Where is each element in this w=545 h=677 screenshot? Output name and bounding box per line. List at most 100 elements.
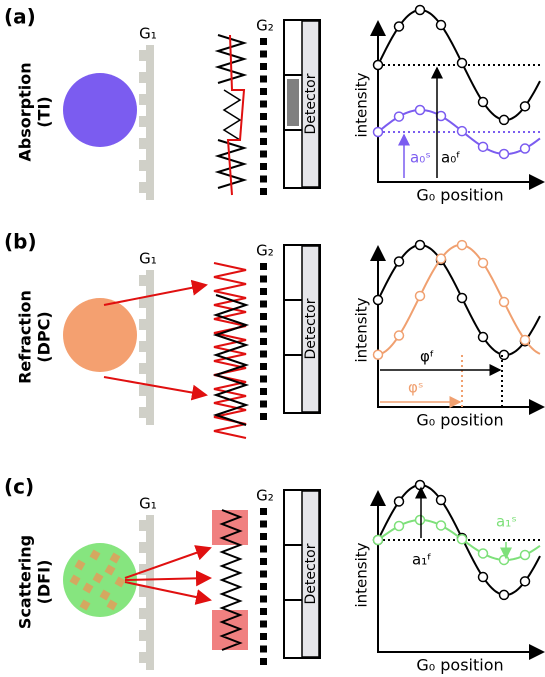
g2-bar <box>260 646 267 653</box>
data-point <box>500 555 509 564</box>
g1-tooth <box>139 319 147 330</box>
g2-bar <box>260 313 267 320</box>
spread <box>212 610 248 650</box>
data-point <box>500 590 509 599</box>
fringe <box>224 90 240 140</box>
g2-label: G₂ <box>256 242 274 260</box>
data-point <box>374 61 383 70</box>
annotation: a₀ˢ <box>410 149 431 167</box>
g1-grating <box>146 270 154 425</box>
g2-bar <box>260 413 267 420</box>
data-point <box>437 254 446 263</box>
g1-grating <box>146 515 154 670</box>
data-point <box>500 149 509 158</box>
ray <box>125 548 210 578</box>
annotation: a₁ᶠ <box>412 551 432 569</box>
data-point <box>395 497 404 506</box>
g2-bar <box>260 608 267 615</box>
g2-bar <box>260 351 267 358</box>
g2-bar <box>260 508 267 515</box>
g2-bar <box>260 401 267 408</box>
x-axis-label: G₀ position <box>416 656 503 675</box>
g2-bar <box>260 126 267 133</box>
data-point <box>437 521 446 530</box>
data-point <box>479 333 488 342</box>
data-point <box>416 516 425 525</box>
contrast-acronym: (TI) <box>35 96 54 128</box>
g2-bar <box>260 571 267 578</box>
panel-label: (c) <box>4 475 34 499</box>
detector-label: Detector <box>303 543 319 604</box>
data-point <box>395 521 404 530</box>
data-point <box>395 257 404 266</box>
g1-tooth <box>139 630 147 641</box>
data-point <box>521 551 530 560</box>
g1-tooth <box>139 363 147 374</box>
g2-bar <box>260 38 267 45</box>
data-point <box>395 112 404 121</box>
g2-bar <box>260 558 267 565</box>
g1-tooth <box>139 138 147 149</box>
data-point <box>395 331 404 340</box>
g2-bar <box>260 338 267 345</box>
data-point <box>521 577 530 586</box>
g2-bar <box>260 288 267 295</box>
g1-tooth <box>139 608 147 619</box>
data-point <box>395 22 404 31</box>
data-point <box>479 258 488 267</box>
data-point <box>416 6 425 15</box>
g2-bar <box>260 163 267 170</box>
data-point <box>521 335 530 344</box>
g1-tooth <box>139 160 147 171</box>
g2-bar <box>260 63 267 70</box>
g2-label: G₂ <box>256 487 274 505</box>
g1-tooth <box>139 586 147 597</box>
g2-bar <box>260 276 267 283</box>
g1-tooth <box>139 50 147 61</box>
contrast-acronym: (DPC) <box>35 311 54 362</box>
y-axis-label: intensity <box>353 542 371 607</box>
sample <box>63 298 137 372</box>
g2-bar <box>260 583 267 590</box>
g1-tooth <box>139 72 147 83</box>
data-point <box>479 98 488 107</box>
g2-bar <box>260 151 267 158</box>
g1-tooth <box>139 116 147 127</box>
data-point <box>416 481 425 490</box>
data-point <box>437 21 446 30</box>
g1-tooth <box>139 275 147 286</box>
data-point <box>521 144 530 153</box>
g2-label: G₂ <box>256 17 274 35</box>
data-point <box>374 536 383 545</box>
ray <box>125 582 210 600</box>
g2-bar <box>260 596 267 603</box>
detector-label: Detector <box>303 298 319 359</box>
contrast-name: Refraction <box>16 290 35 384</box>
absorbed-pixel <box>287 79 299 126</box>
g1-tooth <box>139 94 147 105</box>
y-axis-label: intensity <box>353 297 371 362</box>
panel-label: (a) <box>4 5 36 29</box>
g2-bar <box>260 113 267 120</box>
g1-label: G₁ <box>139 25 157 43</box>
g1-label: G₁ <box>139 250 157 268</box>
x-axis-label: G₀ position <box>416 186 503 205</box>
data-point <box>437 112 446 121</box>
x-axis-label: G₀ position <box>416 411 503 430</box>
data-point <box>458 127 467 136</box>
data-point <box>500 350 509 359</box>
g1-tooth <box>139 520 147 531</box>
figure: (a)Absorption(TI)G₁G₂DetectorintensityG₀… <box>0 0 545 677</box>
g2-bar <box>260 101 267 108</box>
detector-label: Detector <box>303 73 319 134</box>
data-point <box>374 350 383 359</box>
data-point <box>500 298 509 307</box>
data-point <box>458 58 467 67</box>
g2-bar <box>260 658 267 665</box>
g2-bar <box>260 176 267 183</box>
g2-bar <box>260 376 267 383</box>
data-point <box>479 142 488 151</box>
data-point <box>416 291 425 300</box>
annotation: φᶠ <box>420 348 434 366</box>
g2-bar <box>260 138 267 145</box>
